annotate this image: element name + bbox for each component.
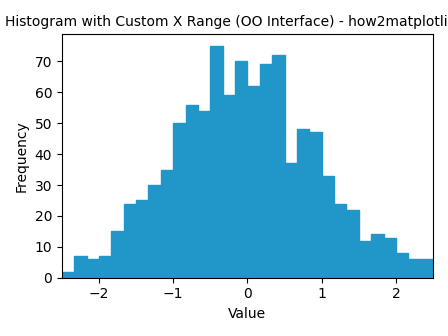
Bar — [359, 241, 371, 278]
Bar — [346, 210, 359, 278]
Bar — [322, 176, 334, 278]
Bar — [309, 132, 322, 278]
Bar — [247, 86, 260, 278]
Bar — [272, 55, 284, 278]
Bar — [136, 201, 148, 278]
Bar — [297, 129, 309, 278]
Bar — [260, 65, 272, 278]
Bar — [235, 61, 247, 278]
Bar — [223, 95, 235, 278]
Bar — [371, 235, 383, 278]
Bar — [284, 163, 297, 278]
Y-axis label: Frequency: Frequency — [15, 120, 29, 192]
Bar — [421, 259, 433, 278]
Bar — [112, 232, 124, 278]
Bar — [161, 170, 173, 278]
Bar — [396, 253, 408, 278]
Bar — [86, 259, 99, 278]
Bar — [173, 123, 185, 278]
Bar — [148, 185, 161, 278]
Bar — [408, 259, 421, 278]
X-axis label: Value: Value — [228, 307, 267, 321]
Bar — [99, 256, 112, 278]
Bar — [185, 104, 198, 278]
Bar — [124, 204, 136, 278]
Bar — [198, 111, 211, 278]
Title: Histogram with Custom X Range (OO Interface) - how2matplotlib.com: Histogram with Custom X Range (OO Interf… — [4, 15, 448, 29]
Bar — [62, 271, 74, 278]
Bar — [74, 256, 86, 278]
Bar — [334, 204, 346, 278]
Bar — [383, 238, 396, 278]
Bar — [211, 46, 223, 278]
